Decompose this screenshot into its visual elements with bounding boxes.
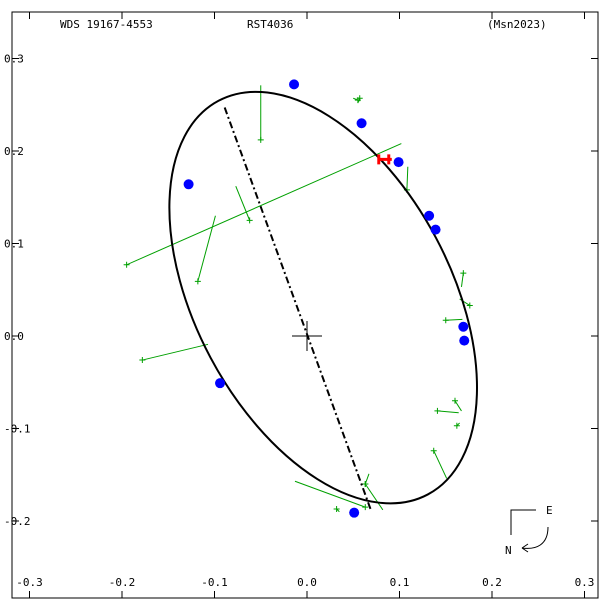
y-tick-label: -0.1 (4, 423, 31, 436)
residual-line (454, 400, 462, 412)
compass-arrow (521, 526, 549, 549)
residual-plus-marker (257, 136, 264, 143)
y-tick-label: 0.2 (4, 145, 24, 158)
primary-star-marker (292, 321, 322, 351)
residual-plus-marker (139, 357, 146, 364)
x-tick-label: 0.2 (482, 576, 502, 589)
residual-plus-marker (362, 481, 369, 487)
residual-line (235, 185, 251, 221)
red-measurement-point (377, 154, 392, 165)
x-tick-label: 0.3 (575, 576, 595, 589)
y-tick-label: 0.1 (4, 238, 24, 251)
residual-plus-marker (362, 504, 369, 511)
y-tick-label: 0.3 (4, 53, 24, 66)
measurement-point (356, 118, 367, 129)
residual-line (294, 480, 366, 508)
axis-ticks: -0.3 -0.2 -0.1 0.0 0.1 0.2 0.3 0.3 0.2 0.1 0.0 -0.1… (4, 12, 598, 598)
x-tick-label: -0.2 (109, 576, 136, 589)
residual-line (364, 483, 384, 511)
residual-plus-marker (333, 505, 340, 512)
x-tick-label: -0.1 (201, 576, 228, 589)
x-tick-label: 0.1 (390, 576, 410, 589)
residual-plus-marker (430, 447, 437, 454)
residual-plus-marker (194, 278, 201, 285)
plot-frame (11, 11, 599, 599)
residual-plus-marker (356, 95, 363, 102)
measurement-point (424, 210, 435, 221)
residual-plus-marker (123, 261, 130, 268)
compass-arrowhead (521, 543, 529, 553)
orbit-ellipse (168, 90, 478, 505)
y-tick-label: -0.2 (4, 515, 31, 528)
residual-line (406, 166, 409, 190)
x-tick-label: 0.0 (297, 576, 317, 589)
compass-east-label: E (546, 504, 553, 517)
residual-line (142, 343, 209, 361)
residual-lines (123, 85, 473, 513)
residual-line (437, 410, 459, 414)
residual-plus-marker (453, 422, 460, 429)
residual-line (197, 215, 216, 282)
compass-north-label: N (505, 544, 512, 557)
line-of-nodes (223, 107, 372, 511)
measurement-points (183, 79, 470, 518)
measurement-point (349, 507, 360, 518)
header-center: RST4036 (247, 18, 293, 31)
measurement-point (459, 335, 470, 346)
y-tick-label: 0.0 (4, 330, 24, 343)
residual-plus-marker (460, 270, 467, 277)
measurement-point (430, 224, 441, 235)
residual-plus-marker (442, 317, 449, 324)
residual-line (433, 450, 448, 479)
measurement-point (215, 378, 226, 389)
residual-plus-marker (452, 397, 458, 404)
measurement-point (183, 179, 194, 190)
orbit-layer (168, 90, 478, 511)
residual-plus-marker (466, 302, 473, 309)
header-left: WDS 19167-4553 (60, 18, 153, 31)
compass: E N (505, 504, 553, 557)
x-tick-label: -0.3 (16, 576, 43, 589)
residual-plus-marker (246, 217, 253, 224)
residual-plus-marker (434, 407, 441, 414)
residual-line (364, 473, 370, 485)
compass-frame (510, 509, 536, 535)
measurement-point (393, 157, 404, 168)
residual-line (126, 143, 402, 266)
measurement-point (458, 321, 469, 332)
measurement-point (289, 79, 300, 90)
header-right: (Msn2023) (487, 18, 547, 31)
